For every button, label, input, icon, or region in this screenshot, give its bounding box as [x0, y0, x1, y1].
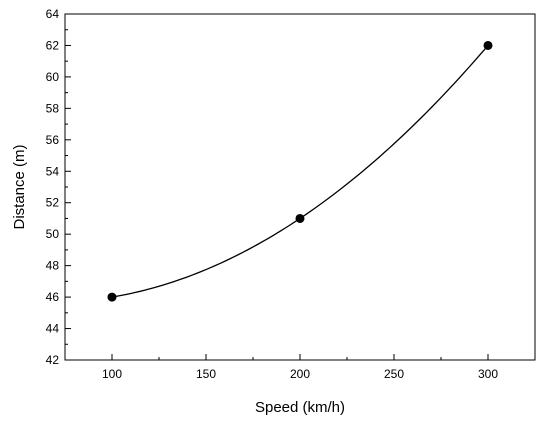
ticks: [64, 13, 536, 361]
y-tick-label: 58: [46, 101, 60, 115]
data-point: [295, 213, 305, 223]
y-tick-label: 56: [46, 133, 60, 147]
y-tick-label: 60: [46, 70, 60, 84]
series-line: [111, 45, 489, 298]
plot-frame: [64, 13, 536, 361]
y-tick-label: 48: [46, 259, 60, 273]
x-tick-label: 100: [102, 367, 122, 381]
axes: [64, 13, 536, 361]
x-tick-label: 150: [196, 367, 216, 381]
y-tick-label: 62: [46, 38, 60, 52]
tick-labels: 100 150 200 250 300 42 44 46 48 50 52 54 56 58 60 62 64: [46, 7, 499, 381]
y-tick-label: 46: [46, 290, 60, 304]
y-tick-label: 42: [46, 353, 60, 367]
data-point: [483, 40, 493, 50]
x-axis-title: Speed (km/h): [255, 399, 345, 416]
x-tick-label: 200: [290, 367, 310, 381]
y-axis-title: Distance (m): [11, 144, 28, 229]
y-tick-label: 54: [46, 164, 60, 178]
data-point: [107, 292, 117, 302]
series: [107, 40, 493, 302]
y-tick-label: 44: [46, 322, 60, 336]
y-tick-label: 52: [46, 196, 60, 210]
y-tick-label: 64: [46, 7, 60, 21]
x-tick-label: 250: [384, 367, 404, 381]
x-tick-label: 300: [478, 367, 498, 381]
y-tick-label: 50: [46, 227, 60, 241]
